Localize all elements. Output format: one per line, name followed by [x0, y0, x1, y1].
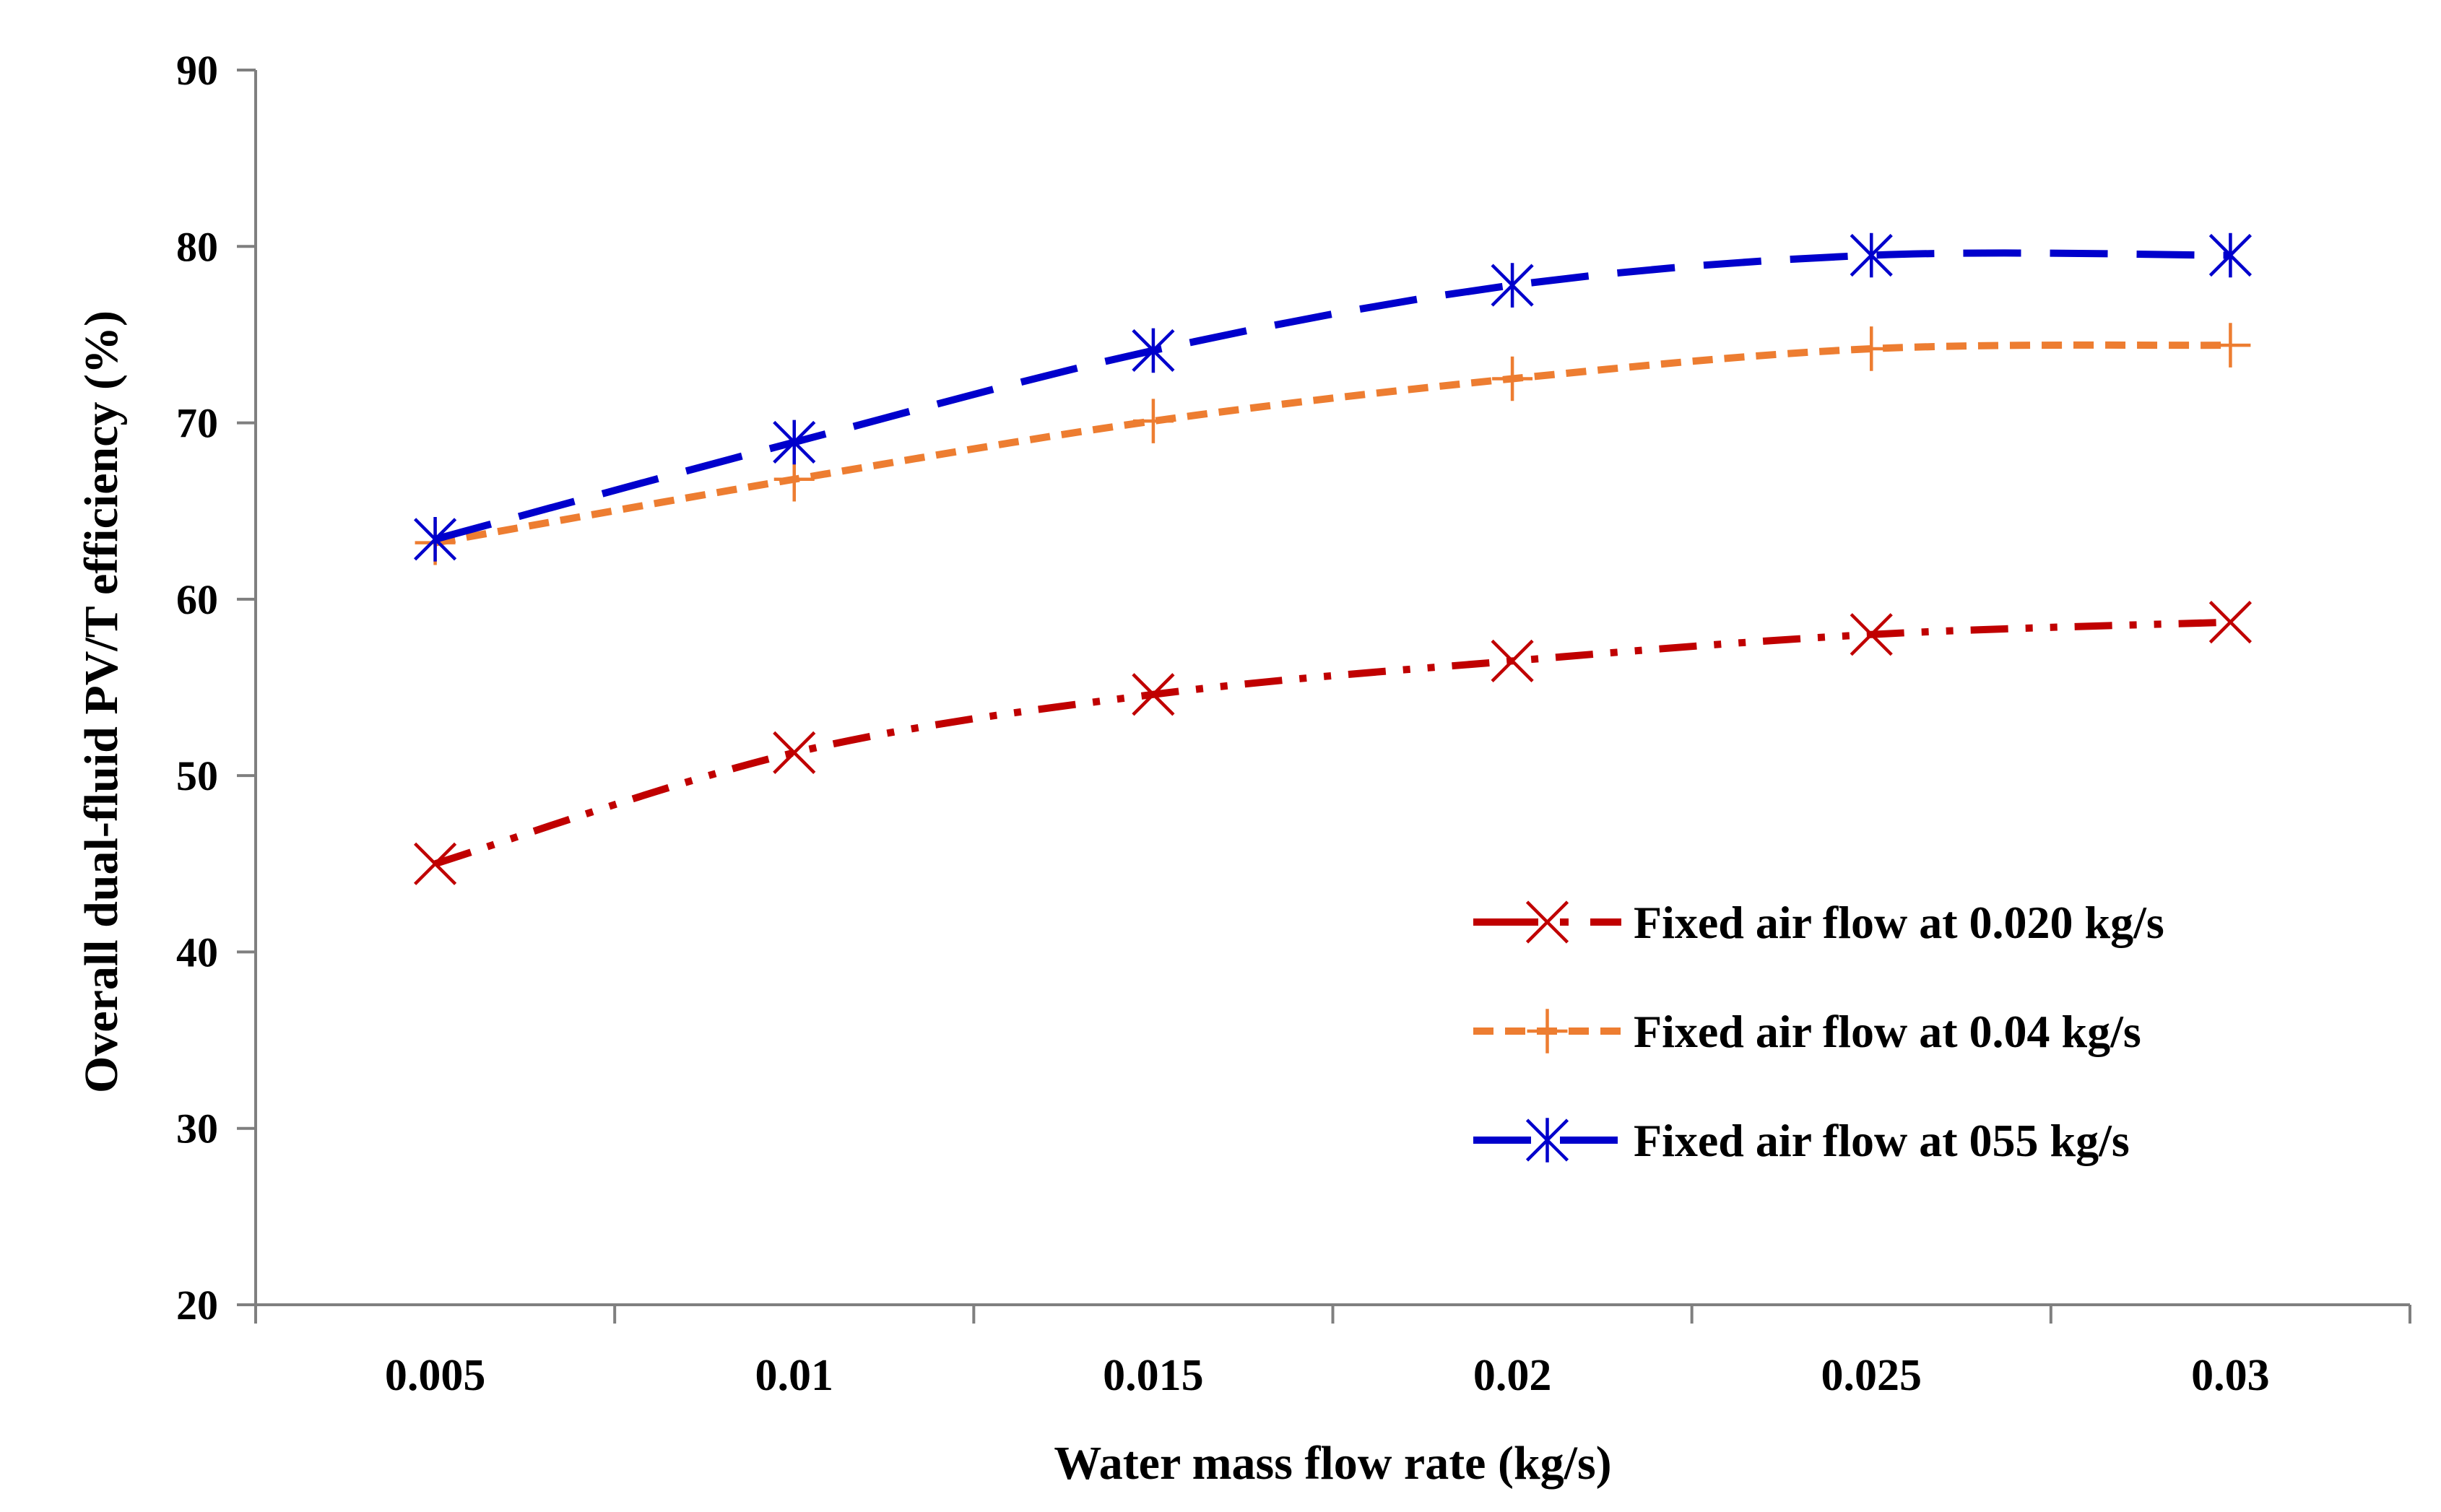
data-point: [1132, 328, 1175, 373]
data-point: [1491, 639, 1534, 682]
y-axis-title: Overall dual-fluid PV/T efficiency (%): [75, 310, 128, 1093]
y-tick-label: 70: [176, 400, 218, 447]
data-point: [1850, 613, 1893, 656]
y-tick-label: 50: [176, 752, 218, 799]
data-point-stroke: [1850, 613, 1893, 656]
x-tick-label: 0.01: [755, 1351, 834, 1400]
x-tick-label: 0.025: [1821, 1351, 1922, 1400]
legend-marker: [1525, 1118, 1569, 1163]
x-tick-label: 0.03: [2191, 1351, 2270, 1400]
legend: Fixed air flow at 0.020 kg/s Fixed air fl…: [1473, 897, 2164, 1166]
series-line: [434, 618, 2231, 868]
data-point: [1850, 233, 1893, 278]
y-tick-label: 90: [176, 47, 218, 94]
data-point: [1132, 399, 1174, 443]
data-point-stroke: [1132, 673, 1175, 716]
data-point: [773, 420, 816, 465]
data-point-stroke: [773, 731, 816, 774]
y-tick-label: 30: [176, 1105, 218, 1152]
data-point: [2208, 233, 2253, 278]
data-point-stroke: [413, 842, 457, 885]
legend-entry: Fixed air flow at 0.020 kg/s: [1473, 897, 2164, 948]
data-point: [413, 517, 457, 562]
data-point-stroke: [1491, 639, 1534, 682]
data-point: [413, 842, 457, 885]
y-tick-label: 20: [176, 1282, 218, 1329]
x-tick-label: 0.02: [1473, 1351, 1552, 1400]
axes: 20 30 40 50 60 70 80 90 0.005 0.01 0.015 0.02 0.025 0…: [75, 47, 2411, 1490]
data-point: [1491, 263, 1534, 308]
legend-label: Fixed air flow at 0.04 kg/s: [1634, 1006, 2141, 1057]
legend-entry: Fixed air flow at 0.04 kg/s: [1473, 1006, 2141, 1057]
data-point: [773, 731, 816, 774]
series-line: [434, 341, 2231, 547]
data-point: [2210, 323, 2251, 368]
y-tick-label: 40: [176, 929, 218, 976]
series-3: [413, 233, 2253, 562]
legend-label: Fixed air flow at 055 kg/s: [1634, 1115, 2130, 1166]
data-point-stroke: [2208, 601, 2253, 644]
legend-marker: [1527, 1009, 1568, 1053]
x-tick-label: 0.015: [1103, 1351, 1204, 1400]
data-point: [1132, 673, 1175, 716]
series-2: [415, 323, 2251, 565]
y-tick-label: 80: [176, 223, 218, 270]
x-tick-label: 0.005: [385, 1351, 486, 1400]
series-layer: [413, 233, 2253, 885]
data-point: [1851, 326, 1892, 371]
data-point: [2208, 601, 2253, 644]
legend-marker: [1525, 900, 1569, 944]
x-axis-title: Water mass flow rate (kg/s): [1054, 1437, 1611, 1490]
legend-entry: Fixed air flow at 055 kg/s: [1473, 1115, 2130, 1166]
legend-marker-stroke: [1525, 900, 1569, 944]
legend-label: Fixed air flow at 0.020 kg/s: [1634, 897, 2164, 948]
series-1: [413, 601, 2253, 885]
data-point: [1492, 356, 1533, 401]
y-tick-label: 60: [176, 576, 218, 623]
series-line: [434, 249, 2231, 543]
